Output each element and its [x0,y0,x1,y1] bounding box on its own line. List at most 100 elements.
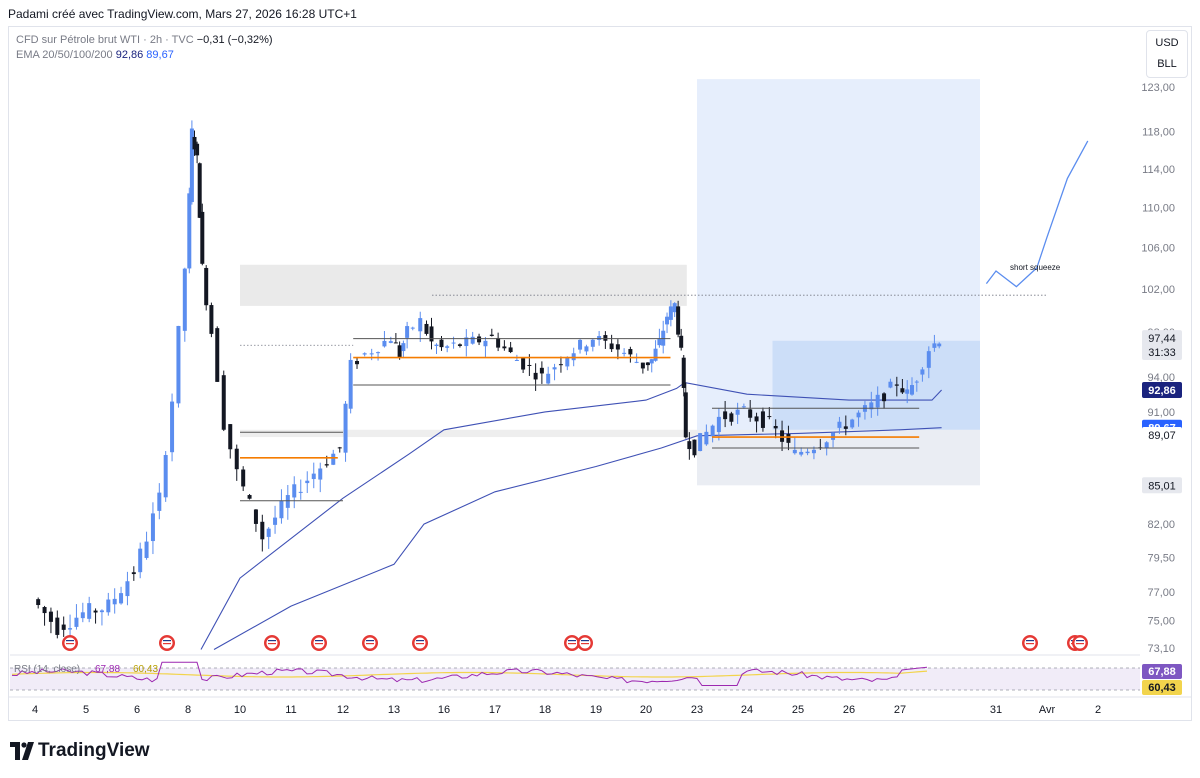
time-axis-tick: 6 [134,704,140,716]
candle-body [401,343,406,352]
candle-body [640,362,645,369]
candle-body [914,381,919,383]
candle-body [622,352,627,354]
candle-body [292,484,297,498]
time-axis-tick: 18 [539,704,551,716]
tradingview-logo-icon [10,742,34,760]
candle-body [603,335,608,341]
flag-stripe [581,643,589,645]
candle-body [439,339,444,348]
candle-body [445,346,450,348]
price-label-box [1142,343,1182,360]
flag-stripe [416,640,424,642]
ema-line-slow [213,427,942,650]
candle-body [754,416,759,422]
candle-body [920,369,925,375]
candle-body [376,352,381,354]
flag-stripe [366,643,374,645]
rsi-ma-line [11,670,928,678]
candle-body [910,385,914,395]
candle-body [489,334,494,336]
candle-body [676,306,681,335]
candle-body [144,541,149,558]
candle-body [187,193,192,269]
candle-body [163,455,168,498]
candle-body [786,433,791,443]
currency-label: USD [1155,37,1179,49]
ema-line-fast [200,382,942,650]
price-label-box [1142,330,1182,347]
us-event-flag-icon [1022,635,1038,651]
price-axis-tick: 82,00 [1147,519,1175,531]
price-chart-svg[interactable]: short squeeze123,00118,00114,00110,00106… [0,0,1200,730]
candle-body [434,344,439,347]
flag-stripe [268,640,276,642]
candle-body [710,425,715,437]
candle-body [215,328,220,382]
candle-body [597,336,602,340]
candle-body [119,593,124,604]
candle-body [760,411,765,428]
rsi-band-fill [10,668,1140,690]
flag-stripe [1026,640,1034,642]
candle-body [558,364,563,366]
candle-body [888,381,893,388]
candle-body [741,406,746,408]
us-event-flag-icon [159,635,175,651]
candle-body [273,517,278,525]
time-axis-tick: 20 [640,704,652,716]
time-axis-tick: 5 [83,704,89,716]
ema-legend[interactable]: EMA 20/50/100/200 92,86 89,67 [16,49,174,61]
unit-label: BLL [1157,58,1177,70]
candle-body [170,401,175,453]
rsi-legend-value-1: 67,88 [95,664,120,675]
candle-body [138,548,143,573]
candle-body [355,360,360,365]
time-axis-tick: 17 [489,704,501,716]
flag-stripe [66,640,74,642]
time-axis-tick: 13 [388,704,400,716]
candle-body [305,480,310,484]
candle-body [824,442,829,449]
candle-body [125,581,130,597]
candle-body [298,491,303,493]
candle-body [209,305,214,334]
candle-body [42,607,47,614]
flag-stripe [163,643,171,645]
time-axis-tick: 19 [590,704,602,716]
candle-body [799,451,804,455]
candle-body [653,348,658,361]
candle-body [470,336,475,344]
candle-body [106,599,111,613]
ema-value-1: 92,86 [115,49,144,61]
time-axis-tick: 25 [792,704,804,716]
candle-body [451,342,456,344]
candle-body [704,431,709,445]
candle-body [393,342,398,344]
candle-body [687,441,692,450]
candle-body [932,343,937,348]
price-axis-tick: 114,00 [1142,164,1175,176]
resistance-zone [240,264,687,306]
candle-body [369,353,374,355]
candle-body [521,358,526,370]
candle-body [649,359,654,364]
rsi-line [11,661,928,686]
candle-body [657,339,662,346]
candle-body [477,336,482,343]
candle-body [397,345,402,358]
candle-body [266,528,271,537]
symbol-legend[interactable]: CFD sur Pétrole brut WTI · 2h · TVC −0,3… [16,34,273,46]
us-event-flag-icon [412,635,428,651]
currency-unit-selector[interactable]: USD BLL [1146,30,1188,78]
ema-label: EMA 20/50/100/200 [16,49,113,61]
candle-body [590,339,595,347]
candle-body [157,492,162,511]
price-axis-tick: 94,00 [1147,372,1175,384]
chart-frame[interactable] [8,26,1192,721]
candle-body [318,468,323,480]
us-event-flag-icon [577,635,593,651]
candle-body [683,392,688,438]
symbol-line: CFD sur Pétrole brut WTI · 2h · TVC [16,34,194,46]
time-axis-tick: 31 [990,704,1002,716]
